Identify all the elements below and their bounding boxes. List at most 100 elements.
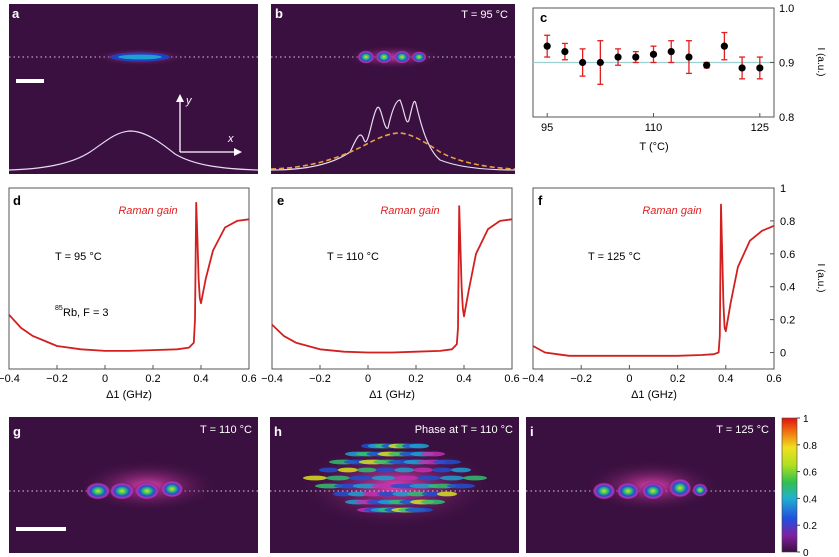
series-line (532, 203, 775, 357)
phase-fringe (405, 507, 433, 513)
panel-a-profile (8, 130, 259, 171)
x-tick-label: −0.4 (522, 373, 544, 385)
x-tick-label: −0.4 (0, 373, 20, 385)
panel-b-profile (270, 99, 516, 171)
panel-a-image (9, 4, 258, 174)
x-tick-label: 0.2 (670, 373, 685, 385)
data-point (579, 58, 587, 67)
phase-fringe (362, 491, 383, 497)
y-arrow-head (176, 94, 184, 102)
x-tick-label: 0 (102, 373, 108, 385)
panel-e-plot: −0.4 −0.2 0 0.2 0.4 0.6 (261, 205, 520, 385)
colorbar-tick-label: 1 (803, 414, 809, 425)
panel-d-xlabel: Δ1 (GHz) (106, 389, 152, 401)
panel-a-beam-core (118, 54, 162, 60)
colorbar-gradient (781, 417, 798, 553)
panel-b-temp: T = 95 °C (461, 9, 508, 21)
panel-i-spot-5 (692, 483, 708, 497)
panel-h: h Phase at T = 110 °C (270, 417, 519, 553)
panel-b: b T = 95 °C (270, 4, 516, 174)
phase-fringe (421, 451, 445, 457)
phase-fringe (451, 467, 471, 473)
panel-d: d Raman gain T = 95 °C 85 Rb, F = 3 −0.4… (0, 187, 257, 401)
panel-label-f: f (538, 193, 543, 208)
panel-f-temp: T = 125 °C (588, 251, 641, 263)
x-tick-label: −0.4 (261, 373, 283, 385)
panel-label-d: d (13, 193, 21, 208)
x-tick-label: −0.2 (309, 373, 331, 385)
phase-fringe (375, 467, 396, 473)
panel-f-ylabel: I (a.u.) (815, 264, 826, 293)
x-tick-label: 0.4 (718, 373, 733, 385)
panel-g-spot-2 (109, 482, 135, 500)
colorbar-tick-label: 0.6 (803, 468, 817, 479)
data-point (756, 64, 764, 72)
panel-g-spot-3 (134, 482, 160, 500)
x-tick-label: 0.6 (766, 373, 781, 385)
phase-fringe (409, 443, 429, 449)
phase-fringe (303, 475, 327, 481)
panel-e-raman: Raman gain (380, 205, 439, 217)
y-tick-label: 0.2 (780, 315, 795, 327)
panel-e-xlabel: Δ1 (GHz) (369, 389, 415, 401)
panel-label-c: c (540, 10, 547, 25)
panel-label-e: e (277, 193, 284, 208)
colorbar-tick-label: 0.8 (803, 441, 817, 452)
y-tick-label: 0 (780, 348, 786, 360)
data-point (596, 58, 604, 67)
colorbar-tick-label: 0.2 (803, 521, 817, 532)
phase-fringe (325, 475, 350, 481)
phase-fringe (337, 467, 358, 473)
scale-bar-g (16, 527, 66, 531)
y-tick-label: 0.8 (779, 112, 794, 124)
panel-b-spot-4 (411, 51, 427, 63)
panel-i-spot-3 (641, 482, 665, 500)
phase-fringe (407, 491, 428, 497)
phase-fringe (422, 491, 443, 497)
panel-b-fit (270, 132, 516, 170)
scale-bar-a (16, 79, 44, 83)
x-tick-label: 125 (751, 122, 769, 134)
panel-c: c 95 110 125 0.8 0.9 1.0 T (°C) I (a.u.) (532, 3, 826, 153)
x-arrow-head (234, 148, 242, 156)
panel-c-xlabel: T (°C) (639, 141, 668, 153)
phase-fringe (421, 499, 445, 505)
x-tick-label: −0.2 (46, 373, 68, 385)
phase-fringe (463, 475, 487, 481)
phase-fringe (348, 475, 373, 481)
x-tick-label: 0.2 (145, 373, 160, 385)
panel-i-spot-2 (616, 482, 640, 500)
y-tick-label: 0.6 (780, 249, 795, 261)
y-tick-label: 1.0 (779, 3, 794, 15)
y-tick-label: 0.4 (780, 282, 795, 294)
y-tick-label: 0.8 (780, 216, 795, 228)
panel-b-spot-3 (393, 50, 411, 64)
data-point (561, 48, 569, 56)
panel-h-phase-fringes (303, 443, 487, 513)
phase-fringe (394, 475, 419, 481)
phase-fringe (447, 483, 475, 489)
panel-c-ylabel: I (a.u.) (815, 48, 826, 77)
data-point (720, 42, 728, 50)
phase-fringe (440, 475, 465, 481)
panel-d-temp: T = 95 °C (55, 251, 102, 263)
y-tick-label: 0.9 (779, 58, 794, 70)
phase-fringe (347, 491, 368, 497)
data-point (614, 53, 622, 61)
panel-g: g T = 110 °C (9, 417, 258, 553)
phase-fringe (433, 459, 461, 465)
colorbar-ticks: 1 0.8 0.6 0.4 0.2 0 (797, 414, 817, 557)
data-point (703, 61, 711, 69)
panel-i-spot-4 (668, 478, 692, 498)
phase-fringe (371, 475, 396, 481)
panel-d-species: Rb, F = 3 (63, 307, 109, 319)
colorbar-tick-label: 0.4 (803, 494, 817, 505)
series-line (271, 205, 513, 354)
y-tick-label: 1 (780, 183, 786, 195)
panel-h-temp: Phase at T = 110 °C (415, 424, 513, 436)
phase-fringe (432, 467, 453, 473)
panel-i: i T = 125 °C (526, 417, 775, 553)
panel-label-i: i (530, 424, 534, 439)
panel-e-temp: T = 110 °C (327, 251, 379, 263)
panel-g-spot-4 (160, 480, 184, 498)
